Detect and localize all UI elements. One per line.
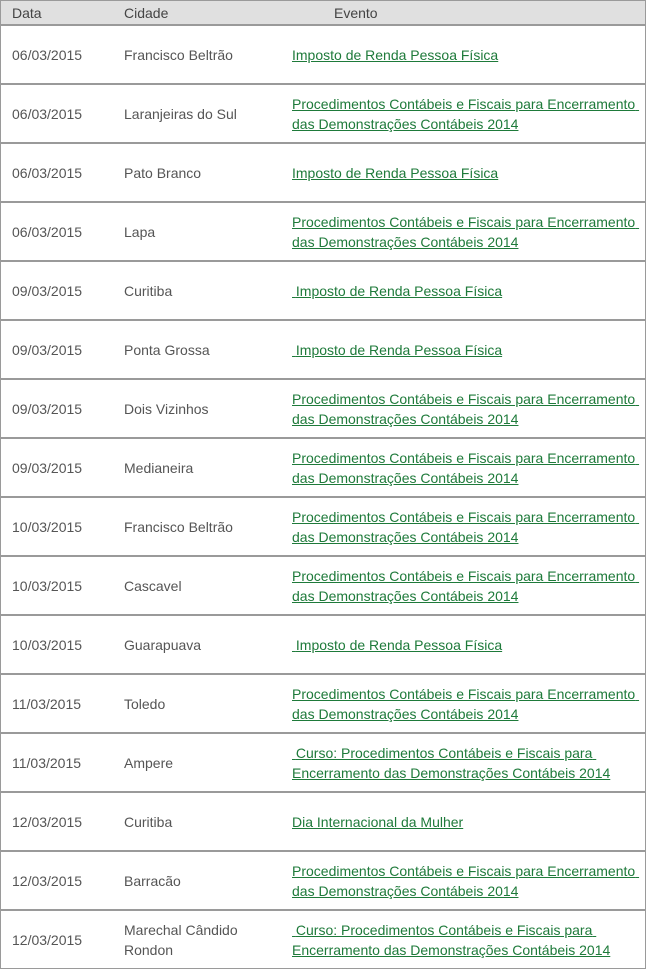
table-row: 09/03/2015 Ponta Grossa Imposto de Renda… xyxy=(1,321,645,380)
row-date: 09/03/2015 xyxy=(12,341,83,358)
table-row: 12/03/2015 Barracão Procedimentos Contáb… xyxy=(1,852,645,911)
event-link[interactable]: Imposto de Renda Pessoa Física xyxy=(292,341,503,358)
table-row: 06/03/2015 Francisco Beltrão Imposto de … xyxy=(1,26,645,85)
table-row: 09/03/2015 Curitiba Imposto de Renda Pes… xyxy=(1,262,645,321)
row-event: Imposto de Renda Pessoa Física xyxy=(292,26,642,83)
table-row: 10/03/2015 Francisco Beltrão Procediment… xyxy=(1,498,645,557)
row-event: Imposto de Renda Pessoa Física xyxy=(292,616,642,673)
event-link[interactable]: Dia Internacional da Mulher xyxy=(292,813,464,830)
row-date: 12/03/2015 xyxy=(12,813,83,830)
row-date: 06/03/2015 xyxy=(12,223,83,240)
row-date: 10/03/2015 xyxy=(12,636,83,653)
row-date: 10/03/2015 xyxy=(12,518,83,535)
row-city: Curitiba xyxy=(124,282,173,299)
row-city: Ponta Grossa xyxy=(124,341,210,358)
row-event: Procedimentos Contábeis e Fiscais para E… xyxy=(292,439,642,496)
row-city: Francisco Beltrão xyxy=(124,518,233,535)
row-city: Medianeira xyxy=(124,459,194,476)
event-link[interactable]: Procedimentos Contábeis e Fiscais para E… xyxy=(292,685,640,722)
row-event: Curso: Procedimentos Contábeis e Fiscais… xyxy=(292,911,642,968)
table-row: 10/03/2015 Cascavel Procedimentos Contáb… xyxy=(1,557,645,616)
row-date: 09/03/2015 xyxy=(12,282,83,299)
row-event: Procedimentos Contábeis e Fiscais para E… xyxy=(292,852,642,909)
row-date: 09/03/2015 xyxy=(12,400,83,417)
row-city: Marechal Cândido Rondon xyxy=(124,921,238,958)
row-event: Imposto de Renda Pessoa Física xyxy=(292,321,642,378)
row-city: Laranjeiras do Sul xyxy=(124,105,237,122)
event-link[interactable]: Curso: Procedimentos Contábeis e Fiscais… xyxy=(292,921,611,958)
table-row: 09/03/2015 Dois Vizinhos Procedimentos C… xyxy=(1,380,645,439)
event-link[interactable]: Procedimentos Contábeis e Fiscais para E… xyxy=(292,213,640,250)
row-city: Ampere xyxy=(124,754,174,771)
table-row: 09/03/2015 Medianeira Procedimentos Cont… xyxy=(1,439,645,498)
header-date: Data xyxy=(12,5,42,21)
row-event: Procedimentos Contábeis e Fiscais para E… xyxy=(292,675,642,732)
event-link[interactable]: Procedimentos Contábeis e Fiscais para E… xyxy=(292,862,640,899)
table-row: 06/03/2015 Lapa Procedimentos Contábeis … xyxy=(1,203,645,262)
table-row: 11/03/2015 Ampere Curso: Procedimentos C… xyxy=(1,734,645,793)
row-event: Procedimentos Contábeis e Fiscais para E… xyxy=(292,85,642,142)
row-date: 12/03/2015 xyxy=(12,931,83,948)
row-city: Dois Vizinhos xyxy=(124,400,209,417)
row-date: 06/03/2015 xyxy=(12,164,83,181)
event-link[interactable]: Imposto de Renda Pessoa Física xyxy=(292,46,499,63)
row-city: Cascavel xyxy=(124,577,182,594)
row-date: 11/03/2015 xyxy=(12,695,82,712)
event-link[interactable]: Imposto de Renda Pessoa Física xyxy=(292,636,503,653)
table-row: 11/03/2015 Toledo Procedimentos Contábei… xyxy=(1,675,645,734)
event-link[interactable]: Procedimentos Contábeis e Fiscais para E… xyxy=(292,390,640,427)
table-row: 06/03/2015 Pato Branco Imposto de Renda … xyxy=(1,144,645,203)
table-row: 12/03/2015 Curitiba Dia Internacional da… xyxy=(1,793,645,852)
table-row: 06/03/2015 Laranjeiras do Sul Procedimen… xyxy=(1,85,645,144)
event-link[interactable]: Procedimentos Contábeis e Fiscais para E… xyxy=(292,95,640,132)
row-city: Barracão xyxy=(124,872,181,889)
event-link[interactable]: Curso: Procedimentos Contábeis e Fiscais… xyxy=(292,744,611,781)
row-event: Imposto de Renda Pessoa Física xyxy=(292,144,642,201)
row-date: 06/03/2015 xyxy=(12,105,83,122)
row-city: Lapa xyxy=(124,223,156,240)
row-city: Pato Branco xyxy=(124,164,202,181)
event-link[interactable]: Procedimentos Contábeis e Fiscais para E… xyxy=(292,508,640,545)
event-link[interactable]: Imposto de Renda Pessoa Física xyxy=(292,164,499,181)
event-link[interactable]: Procedimentos Contábeis e Fiscais para E… xyxy=(292,449,640,486)
table-row: 12/03/2015 Marechal Cândido Rondon Curso… xyxy=(1,911,645,968)
row-city: Toledo xyxy=(124,695,166,712)
row-city: Guarapuava xyxy=(124,636,202,653)
row-event: Imposto de Renda Pessoa Física xyxy=(292,262,642,319)
row-city: Curitiba xyxy=(124,813,173,830)
row-date: 10/03/2015 xyxy=(12,577,83,594)
table-row: 10/03/2015 Guarapuava Imposto de Renda P… xyxy=(1,616,645,675)
row-event: Curso: Procedimentos Contábeis e Fiscais… xyxy=(292,734,642,791)
row-date: 12/03/2015 xyxy=(12,872,83,889)
row-event: Procedimentos Contábeis e Fiscais para E… xyxy=(292,203,642,260)
table-header: Data Cidade Evento xyxy=(1,1,645,26)
header-city: Cidade xyxy=(124,5,169,21)
event-link[interactable]: Procedimentos Contábeis e Fiscais para E… xyxy=(292,567,640,604)
event-link[interactable]: Imposto de Renda Pessoa Física xyxy=(292,282,503,299)
row-event: Dia Internacional da Mulher xyxy=(292,793,642,850)
row-event: Procedimentos Contábeis e Fiscais para E… xyxy=(292,498,642,555)
row-date: 11/03/2015 xyxy=(12,754,82,771)
header-event: Evento xyxy=(334,5,378,21)
row-date: 09/03/2015 xyxy=(12,459,83,476)
row-event: Procedimentos Contábeis e Fiscais para E… xyxy=(292,557,642,614)
row-event: Procedimentos Contábeis e Fiscais para E… xyxy=(292,380,642,437)
row-date: 06/03/2015 xyxy=(12,46,83,63)
row-city: Francisco Beltrão xyxy=(124,46,233,63)
